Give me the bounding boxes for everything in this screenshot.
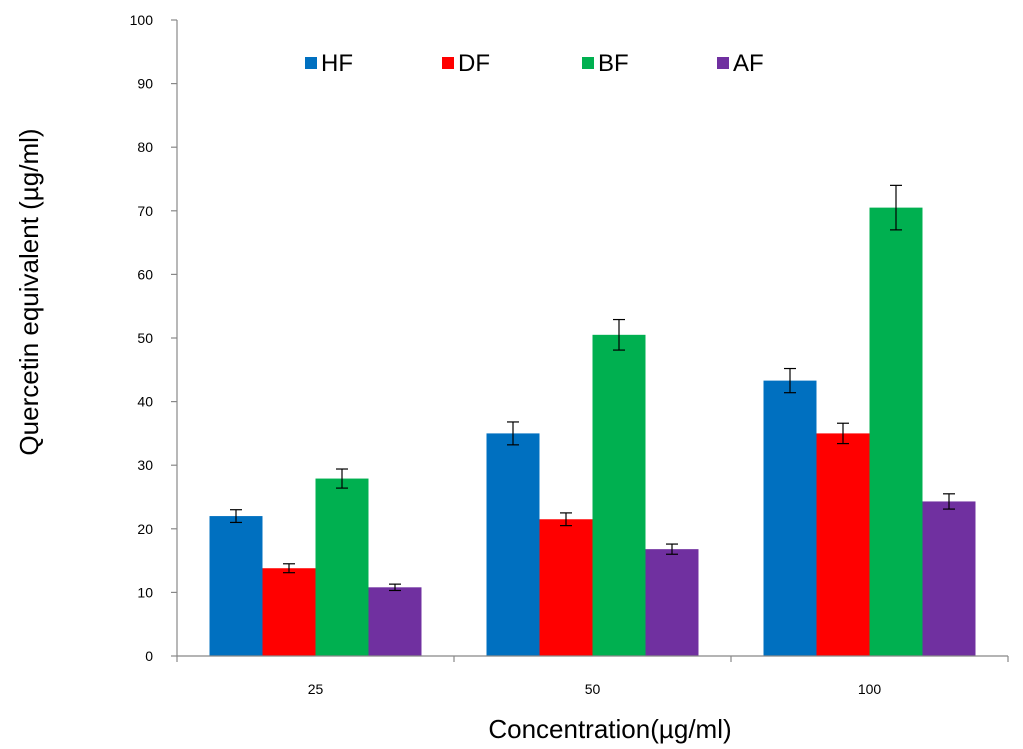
x-axis-ticks: 25 50 100 — [176, 656, 1009, 697]
legend-swatch-af — [717, 57, 729, 69]
bars-layer — [209, 207, 976, 656]
legend-swatch-df — [442, 57, 454, 69]
legend-label-df: DF — [458, 50, 490, 77]
bar-hf — [763, 380, 817, 656]
y-tick-label: 20 — [137, 521, 153, 537]
bar-bf — [592, 334, 646, 656]
x-tick-label: 100 — [858, 681, 882, 697]
legend-swatch-hf — [305, 57, 317, 69]
bar-af — [922, 501, 976, 656]
y-tick-label: 80 — [137, 139, 153, 155]
y-tick-label: 60 — [137, 266, 153, 282]
y-tick-label: 100 — [130, 12, 154, 28]
x-tick-label: 25 — [308, 681, 324, 697]
y-tick-label: 50 — [137, 330, 153, 346]
legend-swatch-bf — [582, 57, 594, 69]
bar-hf — [209, 516, 263, 656]
bar-af — [645, 549, 699, 656]
legend-label-bf: BF — [598, 50, 629, 77]
legend-label-hf: HF — [321, 50, 353, 77]
bar-df — [816, 433, 870, 656]
x-tick-label: 50 — [585, 681, 601, 697]
bar-af — [368, 587, 422, 656]
legend-label-af: AF — [733, 50, 764, 77]
x-axis-title: Concentration(µg/ml) — [488, 714, 731, 744]
error-bars-layer — [230, 184, 955, 592]
y-tick-label: 30 — [137, 457, 153, 473]
y-axis-ticks: 0 10 20 30 40 50 60 70 80 90 100 — [130, 12, 177, 664]
y-tick-label: 70 — [137, 203, 153, 219]
bar-df — [262, 568, 316, 656]
bar-hf — [486, 433, 540, 656]
y-axis-title: Quercetin equivalent (µg/ml) — [14, 128, 44, 455]
legend: HF DF BF AF — [305, 50, 764, 77]
y-tick-label: 90 — [137, 76, 153, 92]
y-tick-label: 0 — [145, 648, 153, 664]
bar-df — [539, 519, 593, 656]
y-tick-label: 40 — [137, 394, 153, 410]
bar-bf — [869, 207, 923, 656]
bar-bf — [315, 478, 369, 656]
y-tick-label: 10 — [137, 584, 153, 600]
